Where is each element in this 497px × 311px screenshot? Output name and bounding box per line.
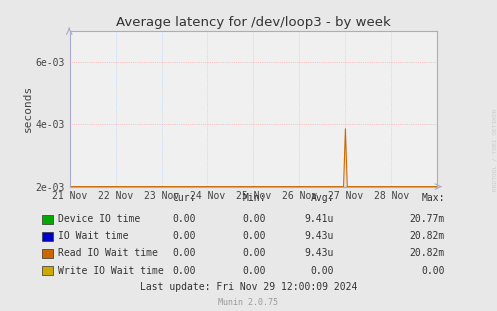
Text: Read IO Wait time: Read IO Wait time (58, 248, 158, 258)
Text: 9.43u: 9.43u (305, 231, 334, 241)
Text: 9.41u: 9.41u (305, 214, 334, 224)
Text: Max:: Max: (421, 193, 445, 202)
Text: 0.00: 0.00 (173, 266, 196, 276)
Text: 0.00: 0.00 (173, 231, 196, 241)
Text: Munin 2.0.75: Munin 2.0.75 (219, 298, 278, 307)
Text: 0.00: 0.00 (173, 248, 196, 258)
Text: 0.00: 0.00 (173, 214, 196, 224)
Text: 0.00: 0.00 (421, 266, 445, 276)
Text: IO Wait time: IO Wait time (58, 231, 129, 241)
Text: Write IO Wait time: Write IO Wait time (58, 266, 164, 276)
Text: Min:: Min: (243, 193, 266, 202)
Text: 20.82m: 20.82m (410, 248, 445, 258)
Y-axis label: seconds: seconds (22, 85, 33, 132)
Text: 0.00: 0.00 (243, 248, 266, 258)
Text: 20.82m: 20.82m (410, 231, 445, 241)
Text: Avg:: Avg: (311, 193, 334, 202)
Text: 0.00: 0.00 (243, 231, 266, 241)
Text: RRDTOOL / TOBI OETIKER: RRDTOOL / TOBI OETIKER (492, 109, 497, 191)
Text: 0.00: 0.00 (311, 266, 334, 276)
Text: 20.77m: 20.77m (410, 214, 445, 224)
Text: 9.43u: 9.43u (305, 248, 334, 258)
Text: 0.00: 0.00 (243, 214, 266, 224)
Text: Cur:: Cur: (173, 193, 196, 202)
Text: Device IO time: Device IO time (58, 214, 140, 224)
Text: Last update: Fri Nov 29 12:00:09 2024: Last update: Fri Nov 29 12:00:09 2024 (140, 282, 357, 292)
Text: 0.00: 0.00 (243, 266, 266, 276)
Title: Average latency for /dev/loop3 - by week: Average latency for /dev/loop3 - by week (116, 16, 391, 29)
